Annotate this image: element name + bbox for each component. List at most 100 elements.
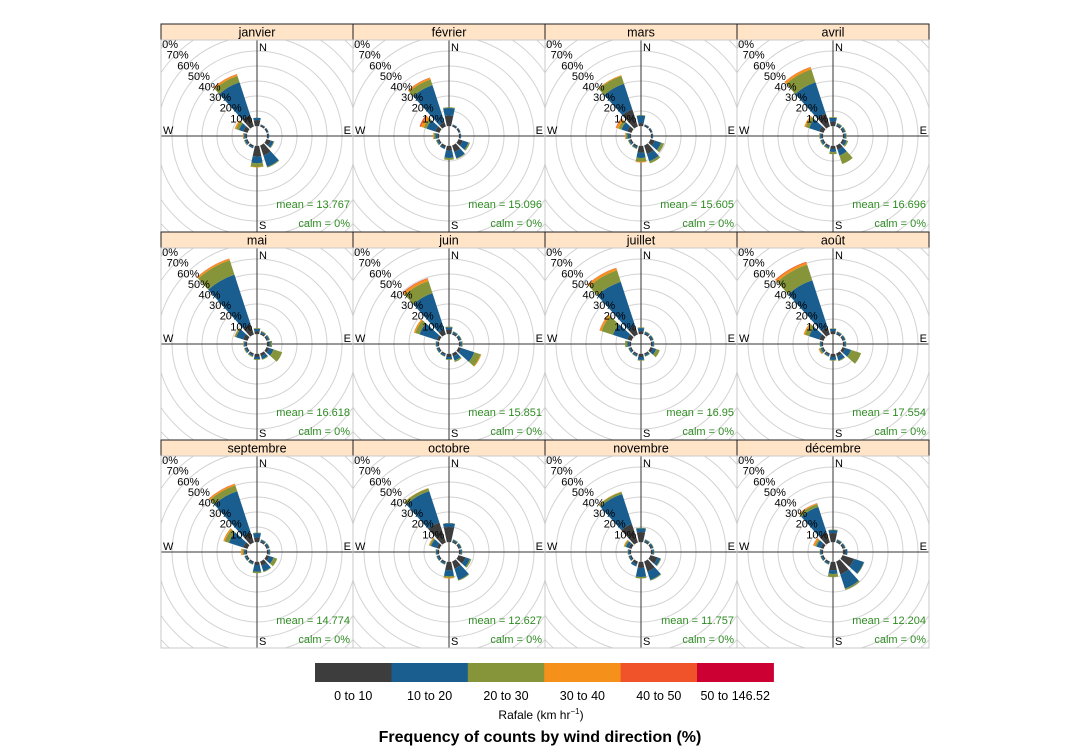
calm-label: calm = 0% <box>298 426 350 438</box>
wedge-210deg-10-to-20 <box>630 561 637 567</box>
wedge-60deg-20-to-30 <box>842 543 846 548</box>
ring-label: 30% <box>785 300 807 312</box>
wedge-30deg-10-to-20 <box>260 331 266 336</box>
legend-label: 50 to 146.52 <box>700 689 770 703</box>
wedge-60deg-20-to-30 <box>650 543 654 548</box>
compass-n: N <box>259 458 267 470</box>
wedge-210deg-10-to-20 <box>824 144 830 149</box>
wedge-120deg-10-to-20 <box>654 557 661 566</box>
wedge-270deg-0-to-10 <box>437 341 440 347</box>
wedge-150deg-20-to-30 <box>844 580 860 591</box>
wedge-210deg-10-to-20 <box>440 352 446 357</box>
ring-label: 50% <box>764 279 786 291</box>
wedge-330deg-20-to-30 <box>786 69 816 95</box>
wedge-270deg-10-to-20 <box>244 133 246 139</box>
wedge-210deg-0-to-10 <box>825 351 830 355</box>
wedge-60deg-10-to-20 <box>841 335 846 341</box>
wedge-300deg-30-to-40 <box>428 537 434 546</box>
wedge-120deg-0-to-10 <box>264 555 270 561</box>
ring-label: 20% <box>604 311 626 323</box>
compass-w: W <box>163 125 174 137</box>
wedge-300deg-30-to-40 <box>804 115 812 128</box>
wedge-90deg-20-to-30 <box>653 549 655 555</box>
wedge-300deg-30-to-40 <box>234 120 241 130</box>
wedge-0deg-20-to-30 <box>829 117 837 119</box>
wedge-180deg-10-to-20 <box>253 356 261 360</box>
wedge-90deg-0-to-10 <box>650 549 653 555</box>
wedge-0deg-0-to-10 <box>443 527 455 543</box>
wedge-90deg-10-to-20 <box>844 341 846 347</box>
wedge-330deg-0-to-10 <box>621 523 638 545</box>
wedge-60deg-20-to-30 <box>266 334 271 340</box>
wedge-90deg-10-to-20 <box>845 548 848 556</box>
wedge-300deg-0-to-10 <box>243 334 250 341</box>
wedge-240deg-0-to-10 <box>822 347 826 352</box>
wedge-210deg-0-to-10 <box>632 559 638 565</box>
wedge-240deg-20-to-30 <box>819 348 824 354</box>
wedge-270deg-30-to-40 <box>241 548 243 556</box>
wedge-180deg-0-to-10 <box>638 353 644 357</box>
compass-w: W <box>163 333 174 345</box>
wedge-0deg-0-to-10 <box>829 533 837 543</box>
wedge-270deg-0-to-10 <box>437 549 440 555</box>
wedge-0deg-20-to-30 <box>829 328 837 330</box>
wedge-300deg-20-to-30 <box>814 539 820 547</box>
wedge-180deg-30-to-40 <box>250 166 264 168</box>
wedge-240deg-0-to-10 <box>438 139 442 144</box>
wedge-90deg-20-to-30 <box>461 549 463 555</box>
wedge-0deg-10-to-20 <box>253 117 261 121</box>
ring-label: 70% <box>551 466 573 478</box>
wedge-90deg-0-to-10 <box>458 341 461 347</box>
wedge-180deg-10-to-20 <box>635 567 647 577</box>
wedge-150deg-0-to-10 <box>452 143 461 152</box>
wedge-240deg-10-to-20 <box>628 555 633 561</box>
wedge-180deg-30-to-40 <box>635 161 647 163</box>
wedge-210deg-0-to-10 <box>440 143 446 148</box>
wedge-210deg-20-to-30 <box>823 145 829 150</box>
wedge-30deg-0-to-10 <box>644 541 649 545</box>
ring-label: 10% <box>422 113 444 125</box>
wedge-60deg-10-to-20 <box>649 335 654 341</box>
wedge-210deg-20-to-30 <box>632 353 637 357</box>
wedge-120deg-0-to-10 <box>264 347 270 353</box>
wedge-120deg-10-to-20 <box>462 557 470 567</box>
ring-label: 80% <box>732 247 754 259</box>
compass-e: E <box>536 541 543 553</box>
wedge-120deg-10-to-20 <box>842 348 852 357</box>
compass-e: E <box>536 125 543 137</box>
wedge-240deg-20-to-30 <box>436 556 440 561</box>
wedge-30deg-10-to-20 <box>452 124 458 128</box>
wedge-330deg-0-to-10 <box>243 324 254 337</box>
wedge-180deg-0-to-10 <box>830 353 836 357</box>
wedge-0deg-10-to-20 <box>253 533 261 538</box>
wedge-60deg-0-to-10 <box>264 128 268 133</box>
wedge-0deg-20-to-30 <box>636 115 646 116</box>
wedge-240deg-10-to-20 <box>244 347 249 353</box>
mean-label: mean = 12.627 <box>468 615 542 627</box>
compass-s: S <box>643 428 650 440</box>
ring-label: 30% <box>401 92 423 104</box>
wedge-0deg-20-to-30 <box>253 328 261 330</box>
wedge-270deg-10-to-20 <box>244 549 246 555</box>
wedge-120deg-0-to-10 <box>648 139 655 146</box>
wedge-300deg-20-to-30 <box>429 538 435 547</box>
wedge-240deg-0-to-10 <box>822 555 826 560</box>
wedge-270deg-0-to-10 <box>821 133 824 139</box>
wedge-210deg-0-to-10 <box>441 351 446 355</box>
wedge-300deg-30-to-40 <box>234 327 240 337</box>
wedge-90deg-20-to-30 <box>653 341 655 347</box>
compass-w: W <box>547 125 558 137</box>
wedge-120deg-0-to-10 <box>840 555 854 567</box>
ring-label: 20% <box>796 519 818 531</box>
wedge-150deg-0-to-10 <box>644 559 655 572</box>
wedge-330deg-10-to-20 <box>208 274 251 329</box>
wedge-0deg-10-to-20 <box>636 528 646 533</box>
wedge-210deg-0-to-10 <box>633 143 638 147</box>
wedge-90deg-10-to-20 <box>268 341 271 347</box>
ring-label: 50% <box>380 279 402 291</box>
panel-février: février 10%20%30%40%50%60%70%80% N S W Emean … <box>352 23 546 233</box>
wedge-300deg-10-to-20 <box>430 539 440 548</box>
wedge-180deg-20-to-30 <box>443 575 455 578</box>
ring-label: 60% <box>369 60 391 72</box>
